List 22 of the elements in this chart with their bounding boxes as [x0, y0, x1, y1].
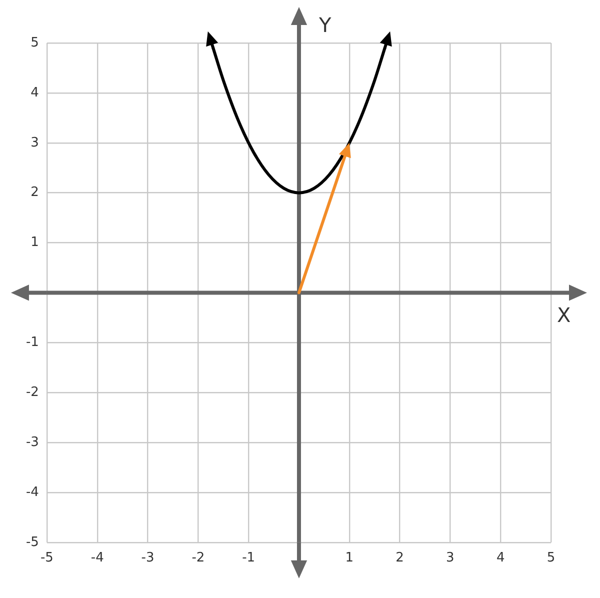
x-tick-label: 3 — [446, 550, 454, 566]
x-tick-label: -4 — [90, 550, 104, 566]
y-tick-label: -4 — [26, 484, 39, 500]
x-tick-label: -5 — [40, 550, 54, 566]
x-tick-label: -1 — [242, 550, 256, 566]
y-axis-title: Y — [318, 13, 332, 37]
x-tick-label: 5 — [546, 550, 556, 566]
y-tick-label: 1 — [30, 235, 39, 250]
y-tick-label: 4 — [30, 85, 39, 100]
y-tick-label: 2 — [30, 185, 39, 200]
x-tick-label: 4 — [496, 550, 505, 566]
y-tick-label: -3 — [26, 434, 39, 450]
y-tick-label: -1 — [26, 335, 39, 350]
x-tick-label: 1 — [345, 550, 354, 566]
x-tick-label: -3 — [141, 550, 154, 566]
x-axis-title: X — [557, 302, 571, 327]
x-tick-label: 2 — [396, 550, 404, 566]
y-tick-label: 3 — [30, 135, 39, 150]
y-tick-label: 5 — [30, 35, 39, 50]
y-tick-label: -5 — [26, 534, 39, 550]
y-tick-label: -2 — [26, 384, 39, 400]
x-tick-label: -2 — [192, 550, 205, 566]
